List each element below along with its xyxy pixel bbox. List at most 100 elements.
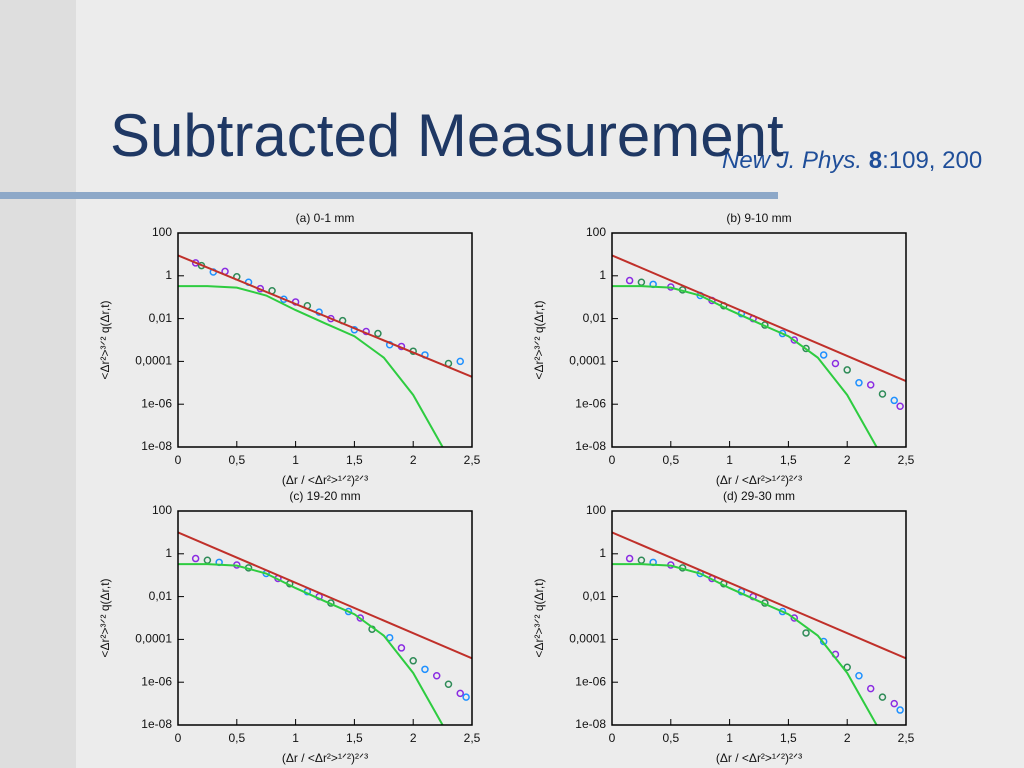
y-tick-label: 0,0001 bbox=[569, 354, 606, 368]
x-axis-label: (Δr / <Δr²>¹ᐟ²)²ᐟ³ bbox=[716, 473, 802, 487]
citation: New J. Phys. 8:109, 200 bbox=[722, 147, 982, 174]
fit-line bbox=[612, 563, 878, 725]
citation-journal: New J. Phys. bbox=[722, 147, 869, 174]
data-point bbox=[802, 629, 810, 637]
data-point bbox=[625, 554, 634, 563]
data-point bbox=[855, 379, 863, 387]
y-tick-label: 100 bbox=[152, 503, 172, 517]
fit-line bbox=[178, 531, 472, 660]
data-point bbox=[191, 554, 200, 563]
x-tick-label: 1,5 bbox=[780, 731, 797, 745]
y-tick-label: 0,0001 bbox=[135, 354, 172, 368]
fit-line bbox=[612, 285, 878, 447]
y-tick-label: 100 bbox=[586, 503, 606, 517]
y-tick-label: 0,0001 bbox=[569, 632, 606, 646]
data-point bbox=[397, 644, 406, 652]
y-tick-label: 1e-06 bbox=[141, 674, 172, 688]
y-tick-label: 1e-06 bbox=[575, 674, 606, 688]
x-tick-label: 2,5 bbox=[898, 731, 915, 745]
data-point bbox=[456, 689, 464, 698]
fit-line bbox=[612, 531, 906, 660]
plot-frame bbox=[177, 510, 473, 726]
fit-line bbox=[178, 254, 472, 378]
x-tick-label: 2 bbox=[410, 453, 417, 467]
data-point bbox=[778, 607, 787, 616]
y-tick-label: 1e-08 bbox=[141, 717, 172, 731]
y-tick-label: 1e-08 bbox=[575, 439, 606, 453]
x-tick-label: 1 bbox=[726, 453, 733, 467]
data-point bbox=[421, 665, 429, 674]
data-point bbox=[878, 390, 887, 398]
citation-volume: 8 bbox=[869, 147, 882, 174]
y-tick-label: 1 bbox=[165, 268, 172, 282]
x-tick-label: 1 bbox=[292, 731, 299, 745]
data-point bbox=[444, 680, 453, 689]
chart-title: (c) 19-20 mm bbox=[289, 489, 360, 503]
data-point bbox=[462, 693, 470, 701]
y-tick-label: 0,01 bbox=[583, 589, 607, 603]
y-tick-label: 0,01 bbox=[149, 311, 173, 325]
x-tick-label: 0,5 bbox=[662, 731, 679, 745]
chart-title: (a) 0-1 mm bbox=[296, 211, 355, 225]
y-axis-label: <Δr²>³ᐟ² q(Δr,t) bbox=[98, 300, 112, 379]
x-tick-label: 0,5 bbox=[228, 453, 245, 467]
data-point bbox=[456, 357, 464, 366]
data-point bbox=[866, 381, 875, 389]
x-tick-label: 0,5 bbox=[662, 453, 679, 467]
data-point bbox=[866, 684, 875, 693]
x-tick-label: 1 bbox=[292, 453, 299, 467]
x-axis-label: (Δr / <Δr²>¹ᐟ²)²ᐟ³ bbox=[716, 751, 802, 765]
y-tick-label: 0,01 bbox=[583, 311, 607, 325]
fit-line bbox=[178, 285, 444, 447]
data-point bbox=[831, 359, 840, 368]
data-point bbox=[356, 614, 365, 622]
x-tick-label: 1,5 bbox=[780, 453, 797, 467]
data-point bbox=[819, 351, 828, 359]
y-tick-label: 1e-06 bbox=[141, 396, 172, 410]
data-point bbox=[890, 699, 898, 708]
y-axis-label: <Δr²>³ᐟ² q(Δr,t) bbox=[532, 578, 546, 657]
y-tick-label: 1e-08 bbox=[141, 439, 172, 453]
data-point bbox=[778, 329, 787, 338]
data-point bbox=[890, 396, 898, 405]
data-point bbox=[896, 402, 904, 411]
data-point bbox=[374, 329, 382, 338]
y-axis-label: <Δr²>³ᐟ² q(Δr,t) bbox=[532, 300, 546, 379]
chart-title: (d) 29-30 mm bbox=[723, 489, 795, 503]
x-tick-label: 1,5 bbox=[346, 453, 363, 467]
data-point bbox=[878, 693, 887, 701]
data-point bbox=[327, 314, 335, 323]
x-axis-label: (Δr / <Δr²>¹ᐟ²)²ᐟ³ bbox=[282, 473, 368, 487]
data-point bbox=[896, 706, 904, 714]
data-point bbox=[344, 607, 353, 616]
data-point bbox=[843, 663, 851, 671]
data-point bbox=[625, 276, 634, 285]
x-tick-label: 2 bbox=[844, 453, 851, 467]
data-point bbox=[409, 657, 417, 665]
y-tick-label: 1 bbox=[599, 268, 606, 282]
x-tick-label: 1 bbox=[726, 731, 733, 745]
x-axis-label: (Δr / <Δr²>¹ᐟ²)²ᐟ³ bbox=[282, 751, 368, 765]
y-axis-label: <Δr²>³ᐟ² q(Δr,t) bbox=[98, 578, 112, 657]
y-tick-label: 1 bbox=[165, 546, 172, 560]
x-tick-label: 2 bbox=[844, 731, 851, 745]
data-point bbox=[790, 614, 799, 622]
data-point bbox=[855, 672, 863, 680]
x-tick-label: 0 bbox=[175, 453, 182, 467]
x-tick-label: 0 bbox=[609, 731, 616, 745]
y-tick-label: 0,01 bbox=[149, 589, 173, 603]
y-tick-label: 1e-08 bbox=[575, 717, 606, 731]
chart-title: (b) 9-10 mm bbox=[726, 211, 791, 225]
slide-title: Subtracted Measurement bbox=[110, 102, 784, 169]
plot-frame bbox=[611, 232, 907, 448]
y-tick-label: 0,0001 bbox=[135, 632, 172, 646]
x-tick-label: 0 bbox=[175, 731, 182, 745]
title-rule bbox=[0, 192, 778, 199]
x-tick-label: 0 bbox=[609, 453, 616, 467]
x-tick-label: 2,5 bbox=[464, 731, 481, 745]
citation-pages: :109, 200 bbox=[882, 147, 982, 174]
data-point bbox=[843, 366, 851, 374]
fit-line bbox=[612, 254, 906, 383]
y-tick-label: 100 bbox=[586, 225, 606, 239]
